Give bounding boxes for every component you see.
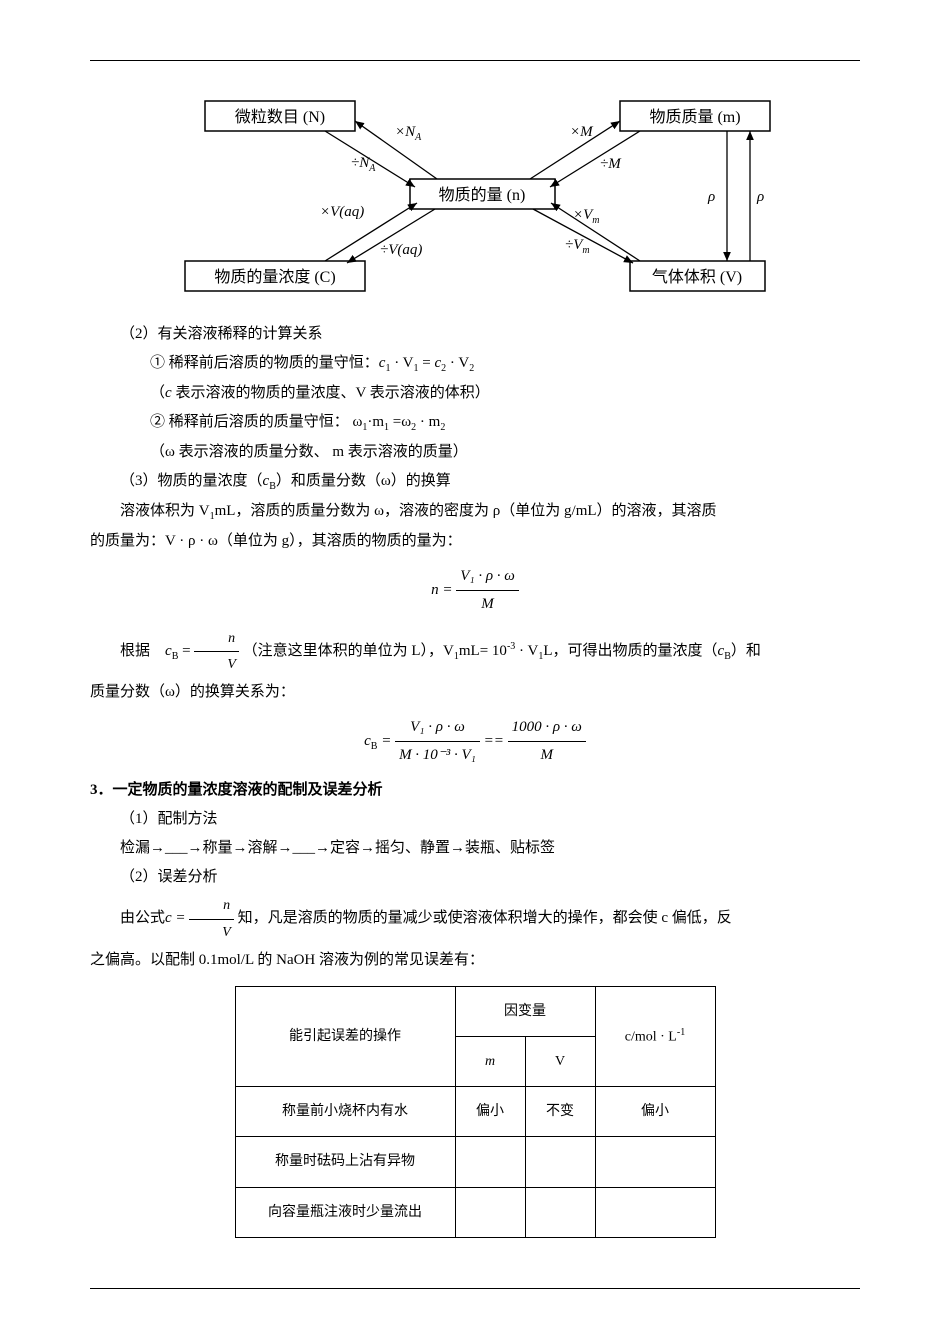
p-convert-title: （3）物质的量浓度（cB）和质量分数（ω）的换算 [90, 468, 860, 496]
p-method-title: （1）配制方法 [90, 806, 860, 833]
svg-text:微粒数目 (N): 微粒数目 (N) [235, 108, 325, 126]
table-row: 称量时砝码上沾有异物 [235, 1137, 715, 1187]
svg-text:物质的量浓度 (C): 物质的量浓度 (C) [214, 268, 335, 286]
error-table: 能引起误差的操作 因变量 c/mol · L-1 m V 称量前小烧杯内有水 偏… [235, 986, 716, 1238]
p-rule2: ② 稀释前后溶质的质量守恒： ω1·m1 =ω2 · m2 [90, 409, 860, 437]
p-convert-3: 根据 cB = nV （注意这里体积的单位为 L），V1mL= 10-3 · V… [90, 626, 860, 677]
svg-text:物质质量 (m): 物质质量 (m) [649, 108, 740, 126]
content: （2）有关溶液稀释的计算关系 ① 稀释前后溶质的物质的量守恒：c1 · V1 =… [90, 321, 860, 1238]
svg-text:物质的量 (n): 物质的量 (n) [439, 186, 526, 204]
svg-text:×V(aq): ×V(aq) [320, 204, 364, 220]
svg-text:÷NA: ÷NA [351, 155, 376, 174]
p-rule2-note: （ω 表示溶液的质量分数、 m 表示溶液的质量） [90, 439, 860, 466]
svg-text:÷M: ÷M [600, 156, 622, 172]
th-result: c/mol · L-1 [595, 986, 715, 1086]
p-error-title: （2）误差分析 [90, 864, 860, 891]
th-m: m [455, 1036, 525, 1086]
svg-text:÷Vm: ÷Vm [565, 237, 590, 256]
svg-text:气体体积 (V): 气体体积 (V) [652, 268, 742, 286]
th-operation: 能引起误差的操作 [235, 986, 455, 1086]
table-row: 称量前小烧杯内有水 偏小 不变 偏小 [235, 1087, 715, 1137]
svg-text:ρ: ρ [707, 189, 715, 205]
svg-text:×NA: ×NA [395, 124, 422, 143]
bottom-rule [90, 1288, 860, 1289]
p-convert-1: 溶液体积为 V1mL，溶质的质量分数为 ω，溶液的密度为 ρ（单位为 g/mL）… [90, 498, 860, 526]
svg-text:ρ: ρ [756, 189, 764, 205]
p-error-formula: 由公式c = nV 知，凡是溶质的物质的量减少或使溶液体积增大的操作，都会使 c… [90, 893, 860, 944]
svg-text:×Vm: ×Vm [573, 207, 600, 226]
formula-cb: cB = V₁ · ρ · ωM · 10⁻³ · V₁ == 1000 · ρ… [90, 714, 860, 769]
p-rule1: ① 稀释前后溶质的物质的量守恒：c1 · V1 = c2 · V2 [90, 350, 860, 378]
top-rule [90, 60, 860, 61]
p-convert-4: 质量分数（ω）的换算关系为： [90, 679, 860, 706]
svg-text:×M: ×M [570, 124, 594, 140]
formula-n: n = V₁ · ρ · ωM [90, 563, 860, 618]
p-error-example: 之偏高。以配制 0.1mol/L 的 NaOH 溶液为例的常见误差有： [90, 947, 860, 974]
th-variable: 因变量 [455, 986, 595, 1036]
concept-diagram: 微粒数目 (N) 物质质量 (m) 物质的量 (n) 物质的量浓度 (C) 气体… [175, 91, 775, 301]
th-v: V [525, 1036, 595, 1086]
section-3: 3．一定物质的量浓度溶液的配制及误差分析 [90, 777, 860, 804]
p-method-flow: 检漏→___→称量→溶解→___→定容→摇匀、静置→装瓶、贴标签 [90, 835, 860, 862]
p-convert-2: 的质量为：V · ρ · ω（单位为 g），其溶质的物质的量为： [90, 528, 860, 555]
svg-text:÷V(aq): ÷V(aq) [380, 242, 422, 258]
p-dilution-title: （2）有关溶液稀释的计算关系 [90, 321, 860, 348]
table-row: 向容量瓶注液时少量流出 [235, 1187, 715, 1237]
p-rule1-note: （c 表示溶液的物质的量浓度、V 表示溶液的体积） [90, 380, 860, 407]
